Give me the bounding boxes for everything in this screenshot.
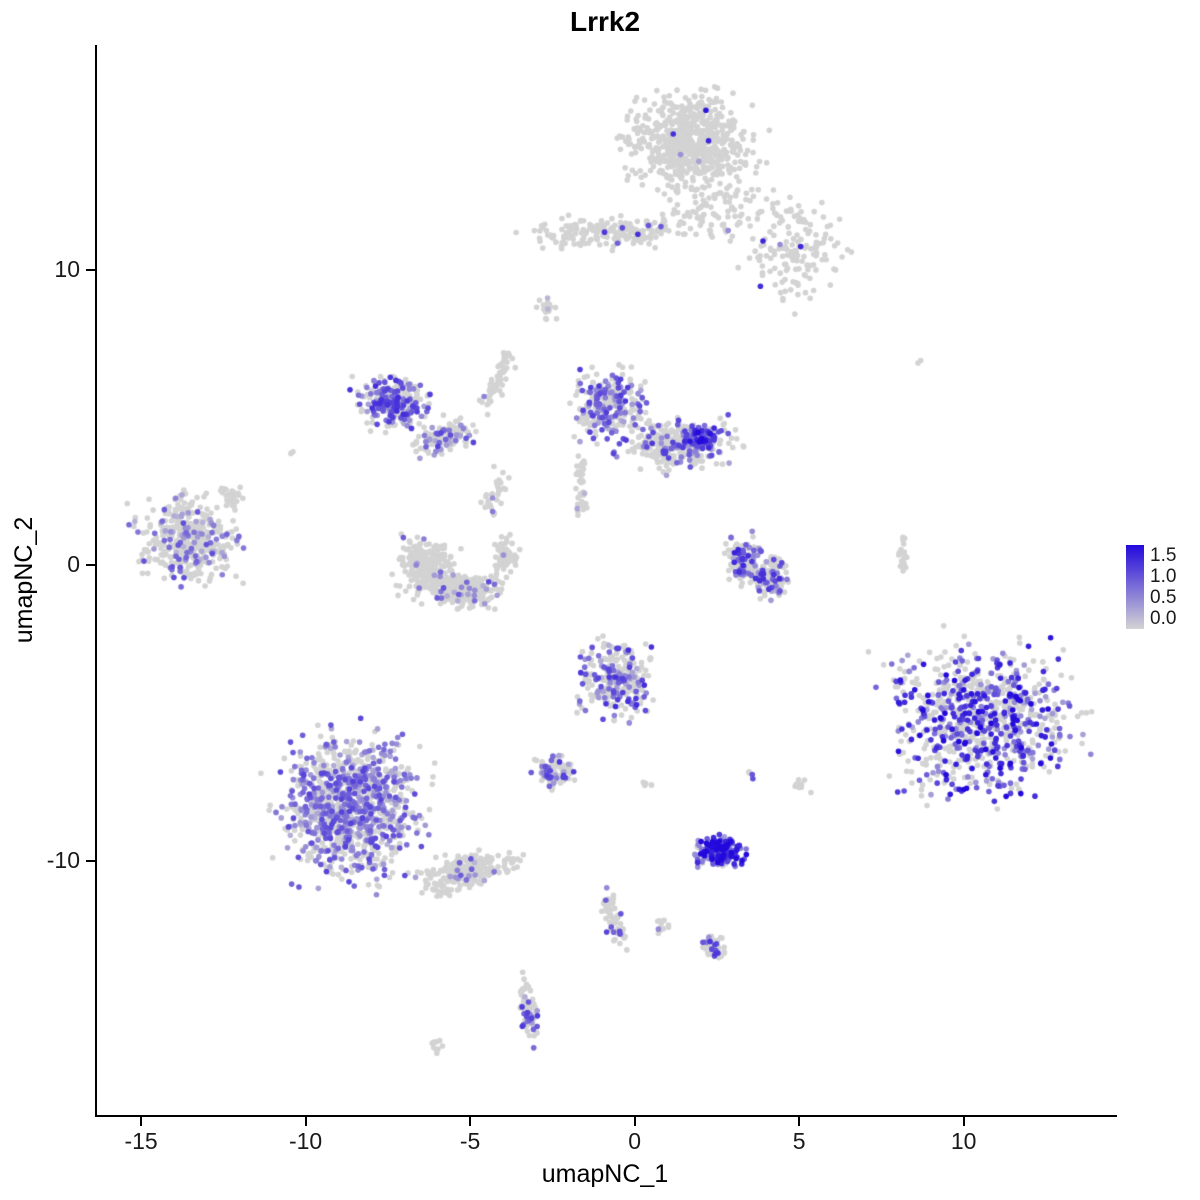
legend-label: 0.0	[1150, 608, 1177, 629]
scatter-points-canvas	[97, 45, 1117, 1115]
x-tick-mark	[633, 1117, 636, 1126]
y-tick-label: -10	[46, 846, 80, 873]
x-tick-label: 0	[628, 1128, 641, 1154]
x-tick-label: -5	[459, 1128, 481, 1154]
y-tick-mark	[86, 564, 95, 567]
x-tick-mark	[798, 1117, 801, 1126]
legend-label: 0.5	[1150, 587, 1177, 608]
expression-legend: 1.5 1.0 0.5 0.0	[1126, 545, 1176, 629]
legend-labels: 1.5 1.0 0.5 0.0	[1150, 545, 1176, 629]
legend-gradient-bar	[1126, 545, 1144, 629]
y-tick-label: 0	[67, 551, 80, 578]
y-tick-label: 10	[54, 255, 80, 282]
x-axis-label: umapNC_1	[541, 1160, 669, 1188]
x-tick-mark	[140, 1117, 143, 1126]
y-tick-mark	[86, 268, 95, 271]
x-tick-mark	[962, 1117, 965, 1126]
plot-title: Lrrk2	[569, 6, 641, 37]
x-tick-label: -15	[124, 1128, 158, 1154]
legend-label: 1.0	[1150, 566, 1177, 587]
x-tick-label: 5	[792, 1128, 806, 1154]
plot-panel	[95, 45, 1117, 1117]
y-tick-mark	[86, 859, 95, 862]
legend-label: 1.5	[1150, 545, 1177, 566]
x-tick-mark	[304, 1117, 307, 1126]
x-tick-mark	[469, 1117, 472, 1126]
x-tick-label: 10	[950, 1128, 977, 1154]
x-tick-label: -10	[288, 1128, 323, 1154]
